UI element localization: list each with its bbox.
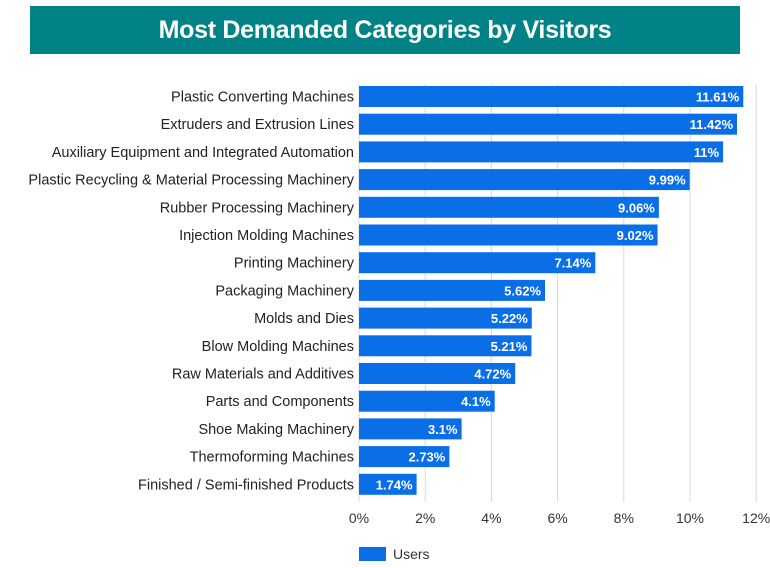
- x-tick-label: 4%: [481, 510, 501, 526]
- category-label: Parts and Components: [206, 394, 354, 410]
- category-label: Thermoforming Machines: [190, 450, 354, 466]
- bar: [359, 224, 658, 246]
- bar: [359, 446, 450, 468]
- data-label: 11.42%: [690, 117, 734, 132]
- category-label: Rubber Processing Machinery: [160, 200, 355, 216]
- data-label: 9.02%: [617, 228, 654, 243]
- data-label: 4.72%: [474, 367, 511, 382]
- category-label: Auxiliary Equipment and Integrated Autom…: [52, 145, 354, 161]
- bar: [359, 141, 724, 163]
- data-label: 11%: [694, 145, 720, 160]
- bar: [359, 252, 596, 274]
- category-label: Packaging Machinery: [215, 283, 354, 299]
- x-tick-label: 0%: [349, 510, 369, 526]
- category-label: Plastic Recycling & Material Processing …: [28, 173, 354, 189]
- data-label: 2.73%: [408, 450, 445, 465]
- category-label: Plastic Converting Machines: [171, 90, 354, 106]
- bar: [359, 390, 495, 412]
- x-tick-label: 12%: [742, 510, 770, 526]
- category-label: Injection Molding Machines: [179, 228, 354, 244]
- category-label: Extruders and Extrusion Lines: [161, 117, 354, 133]
- legend-label: Users: [393, 546, 430, 562]
- data-label: 7.14%: [554, 256, 591, 271]
- x-tick-label: 2%: [415, 510, 435, 526]
- chart-title-banner: Most Demanded Categories by Visitors: [30, 6, 740, 54]
- category-label: Raw Materials and Additives: [172, 367, 354, 383]
- data-label: 9.06%: [618, 200, 655, 215]
- category-label: Printing Machinery: [234, 256, 355, 272]
- data-label: 11.61%: [696, 90, 740, 105]
- category-label: Shoe Making Machinery: [198, 422, 354, 438]
- bar: [359, 418, 462, 440]
- bar: [359, 335, 532, 357]
- bar: [359, 196, 659, 218]
- bar: [359, 473, 417, 495]
- data-label: 5.21%: [491, 339, 528, 354]
- x-tick-label: 6%: [547, 510, 567, 526]
- data-label: 3.1%: [428, 422, 458, 437]
- category-label: Blow Molding Machines: [202, 339, 354, 355]
- category-label: Finished / Semi-finished Products: [138, 477, 354, 493]
- category-label: Molds and Dies: [254, 311, 354, 327]
- data-label: 1.74%: [376, 477, 413, 492]
- data-label: 9.99%: [649, 173, 686, 188]
- bar: [359, 363, 516, 384]
- data-label: 4.1%: [461, 394, 491, 409]
- data-label: 5.22%: [491, 311, 528, 326]
- bar: [359, 86, 744, 107]
- x-tick-label: 10%: [676, 510, 704, 526]
- bar: [359, 113, 738, 135]
- bar: [359, 169, 690, 191]
- legend-swatch: [359, 547, 386, 561]
- bar: [359, 279, 546, 301]
- chart-title: Most Demanded Categories by Visitors: [158, 15, 612, 44]
- bar: [359, 307, 532, 329]
- x-tick-label: 8%: [614, 510, 634, 526]
- data-label: 5.62%: [504, 283, 541, 298]
